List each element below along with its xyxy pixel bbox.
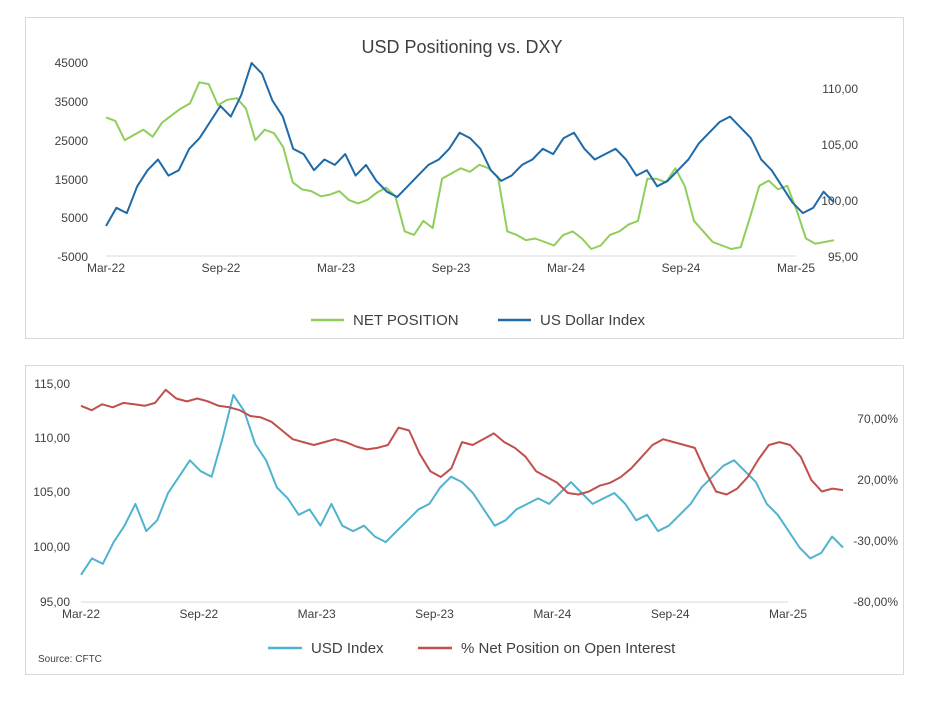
x-tick-label: Mar-22 [62, 607, 100, 621]
y-left-tick-label: 35000 [55, 95, 89, 109]
x-tick-label: Mar-24 [547, 261, 585, 275]
x-tick-label: Mar-25 [777, 261, 815, 275]
legend-net-position-oi: % Net Position on Open Interest [461, 640, 676, 657]
y-right-tick-label: 110,00 [822, 82, 858, 96]
y-left-tick-label: 15000 [55, 173, 89, 187]
bottom-legend: USD Index % Net Position on Open Interes… [268, 640, 676, 657]
top-chart: USD Positioning vs. DXY Mar-22 Sep-22 Mar-… [55, 37, 859, 329]
series-line-usd-index [80, 393, 844, 576]
y-right-tick-label: 70,00% [857, 412, 898, 426]
bottom-chart-panel: Mar-22 Sep-22 Mar-23 Sep-23 Mar-24 Sep-24 Mar-… [25, 365, 904, 675]
x-tick-label: Mar-24 [533, 607, 571, 621]
x-tick-label: Sep-23 [415, 607, 454, 621]
x-tick-label: Sep-22 [179, 607, 218, 621]
x-tick-label: Mar-25 [769, 607, 807, 621]
y-left-tick-label: 100,00 [33, 540, 70, 554]
y-left-tick-label: 45000 [55, 56, 89, 70]
y-left-tick-label: 110,00 [34, 431, 70, 445]
series-line-us-dollar-index [105, 62, 835, 227]
y-right-tick-label: -30,00% [853, 534, 898, 548]
series-line--net-position-on-open-interest [80, 388, 844, 496]
bottom-plot-area: Mar-22 Sep-22 Mar-23 Sep-23 Mar-24 Sep-24 Mar-… [33, 377, 898, 621]
top-chart-panel: USD Positioning vs. DXY Mar-22 Sep-22 Mar-… [25, 17, 904, 339]
legend-net-position: NET POSITION [353, 312, 459, 329]
x-tick-label: Mar-23 [317, 261, 355, 275]
y-right-tick-label: 20,00% [857, 473, 898, 487]
legend-usd-index: USD Index [311, 640, 384, 657]
y-left-tick-label: 115,00 [34, 377, 70, 391]
legend-us-dollar-index: US Dollar Index [540, 312, 646, 329]
y-left-tick-label: -5000 [57, 250, 88, 264]
x-tick-label: Sep-24 [651, 607, 690, 621]
y-left-tick-label: 5000 [61, 211, 88, 225]
bottom-chart: Mar-22 Sep-22 Mar-23 Sep-23 Mar-24 Sep-24 Mar-… [33, 377, 898, 665]
x-tick-label: Mar-23 [298, 607, 336, 621]
chart-title: USD Positioning vs. DXY [361, 37, 562, 57]
top-legend: NET POSITION US Dollar Index [311, 312, 646, 329]
y-right-tick-label: 105,00 [821, 138, 858, 152]
x-tick-label: Sep-22 [202, 261, 241, 275]
source-note: Source: CFTC [38, 654, 102, 665]
y-right-tick-label: -80,00% [853, 595, 898, 609]
y-left-tick-label: 25000 [55, 134, 89, 148]
series-line-net-position [105, 81, 835, 250]
x-tick-label: Mar-22 [87, 261, 125, 275]
y-left-tick-label: 105,00 [33, 485, 70, 499]
y-left-tick-label: 95,00 [40, 595, 70, 609]
y-right-tick-label: 95,00 [828, 250, 858, 264]
top-plot-area: Mar-22 Sep-22 Mar-23 Sep-23 Mar-24 Sep-24 Mar-… [55, 56, 859, 275]
x-tick-label: Sep-23 [432, 261, 471, 275]
x-tick-label: Sep-24 [662, 261, 701, 275]
